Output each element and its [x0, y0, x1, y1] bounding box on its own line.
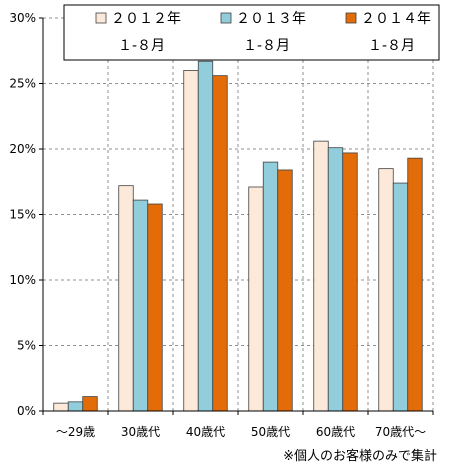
bar-1-6 — [378, 168, 394, 412]
bar-2-1 — [67, 401, 84, 412]
bar-3-3 — [212, 75, 228, 412]
x-category-label: 60歳代 — [316, 425, 355, 439]
bar-3-6 — [407, 157, 423, 412]
y-tick-label: 5% — [17, 339, 36, 353]
bar-2-2 — [132, 199, 149, 412]
x-category-label: ～29歳 — [56, 425, 95, 439]
bar-1-3 — [183, 70, 199, 412]
bar-2-4 — [262, 161, 279, 412]
y-tick-label: 10% — [9, 273, 36, 287]
legend-label-1-line-2: １-８月 — [118, 38, 165, 54]
legend-swatch-2 — [220, 12, 232, 24]
legend-label-3-line-2: １-８月 — [368, 38, 415, 54]
legend-label-3-line-1: ２０１４年 — [361, 11, 431, 27]
bar-1-2 — [118, 185, 134, 412]
x-category-label: 50歳代 — [251, 425, 290, 439]
legend-swatch-3 — [345, 12, 357, 24]
bar-2-6 — [392, 182, 409, 412]
bar-1-1 — [53, 402, 69, 412]
bar-3-2 — [147, 203, 163, 412]
bar-3-5 — [342, 152, 358, 412]
y-tick-label: 0% — [17, 404, 36, 418]
legend-box — [63, 4, 440, 61]
legend-label-1-line-1: ２０１２年 — [111, 11, 181, 27]
x-category-label: 40歳代 — [186, 425, 225, 439]
legend-label-2-line-2: １-８月 — [243, 38, 290, 54]
bar-2-3 — [197, 60, 214, 412]
y-tick-label: 15% — [9, 208, 36, 222]
y-tick-label: 25% — [9, 77, 36, 91]
bar-3-4 — [277, 169, 293, 412]
y-tick-label: 30% — [9, 11, 36, 25]
bar-1-4 — [248, 186, 264, 412]
bar-1-5 — [313, 140, 329, 412]
x-category-label: 70歳代～ — [375, 425, 426, 439]
legend-label-2-line-1: ２０１３年 — [236, 11, 306, 27]
bar-3-1 — [82, 396, 98, 412]
bar-2-5 — [327, 147, 344, 412]
y-tick-label: 20% — [9, 142, 36, 156]
footnote: ※個人のお客様のみで集計 — [283, 448, 437, 464]
x-category-label: 30歳代 — [121, 425, 160, 439]
legend-swatch-1 — [95, 12, 107, 24]
